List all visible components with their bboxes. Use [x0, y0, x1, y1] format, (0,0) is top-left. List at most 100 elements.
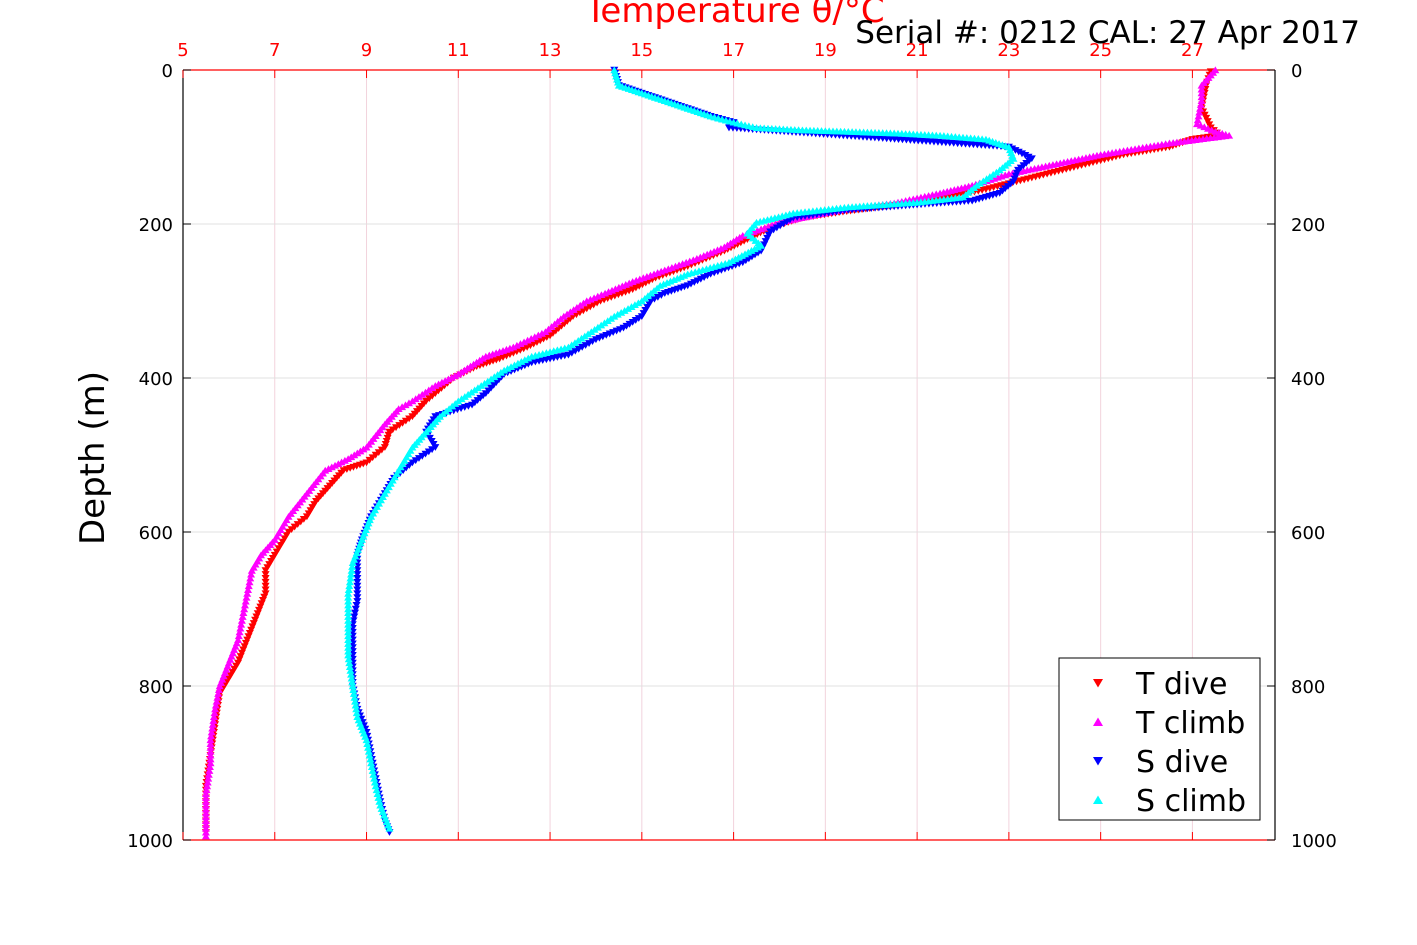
- data-point: [352, 601, 361, 609]
- data-point: [1197, 89, 1206, 97]
- data-point: [589, 301, 598, 309]
- y-tick-label-left: 800: [139, 677, 173, 698]
- data-point: [374, 794, 383, 801]
- data-point: [575, 309, 584, 317]
- data-point: [205, 767, 214, 774]
- data-point: [581, 342, 590, 349]
- data-point: [353, 586, 362, 594]
- data-points: [201, 66, 1234, 840]
- y-ticks: 0 0 200 200 400 400 600 600 800 800 1000 1000: [127, 61, 1337, 852]
- data-point: [344, 609, 353, 617]
- data-point: [369, 770, 378, 778]
- data-point: [782, 218, 791, 226]
- data-point: [364, 747, 373, 755]
- data-point: [653, 293, 662, 301]
- data-point: [785, 216, 794, 224]
- data-point: [208, 720, 217, 728]
- legend-marker: [1093, 795, 1103, 804]
- data-point: [345, 582, 354, 590]
- data-point: [348, 559, 357, 566]
- y-tick-label-right: 400: [1291, 369, 1325, 390]
- legend-marker: [1093, 679, 1103, 688]
- data-point: [1193, 116, 1202, 124]
- data-point: [261, 571, 270, 578]
- data-point: [201, 813, 210, 821]
- data-point: [657, 292, 666, 299]
- x-tick-label: 27: [1181, 40, 1204, 61]
- data-point: [353, 578, 362, 586]
- legend-box: [1058, 657, 1261, 821]
- data-point: [201, 801, 210, 809]
- data-point: [347, 566, 356, 574]
- data-point: [241, 597, 250, 605]
- data-point: [206, 747, 215, 755]
- x-tick-label: 11: [447, 40, 470, 61]
- data-point: [344, 643, 353, 651]
- data-point: [261, 578, 270, 586]
- data-point: [585, 340, 594, 347]
- data-point: [1194, 112, 1203, 120]
- data-point: [344, 655, 353, 663]
- data-point: [207, 732, 216, 740]
- data-point: [353, 571, 362, 578]
- data-point: [211, 705, 220, 713]
- data-point: [567, 349, 576, 357]
- x-tick-label: 19: [814, 40, 837, 61]
- data-point: [352, 705, 361, 713]
- data-point: [261, 575, 270, 582]
- data-point: [349, 690, 358, 697]
- data-point: [593, 299, 602, 307]
- data-point: [247, 570, 256, 578]
- data-point: [236, 624, 245, 632]
- data-point: [205, 763, 214, 771]
- data-point: [201, 805, 210, 813]
- data-point: [349, 686, 358, 694]
- data-point: [1197, 97, 1206, 104]
- data-point: [348, 682, 357, 690]
- data-point: [344, 620, 353, 628]
- data-point: [345, 659, 354, 667]
- legend-marker: [1093, 757, 1103, 766]
- data-point: [366, 755, 375, 763]
- data-point: [201, 832, 210, 840]
- data-point: [347, 570, 356, 578]
- data-point: [586, 303, 595, 311]
- data-point: [246, 574, 255, 582]
- series-t-climb: [201, 66, 1234, 840]
- data-point: [350, 613, 359, 621]
- data-point: [345, 578, 354, 586]
- data-point: [344, 651, 353, 659]
- chart-title: Temperature θ/°C: [584, 0, 884, 31]
- data-point: [245, 578, 254, 586]
- data-point: [206, 755, 215, 763]
- data-point: [213, 693, 222, 701]
- data-point: [350, 693, 359, 701]
- data-point: [203, 782, 212, 790]
- legend: T dive T climb S dive S climb: [1058, 657, 1261, 821]
- data-point: [261, 582, 270, 590]
- data-point: [201, 797, 210, 805]
- data-point: [203, 778, 212, 786]
- y-tick-label-right: 1000: [1291, 831, 1337, 852]
- legend-label: T dive: [1135, 667, 1227, 702]
- data-point: [244, 582, 253, 590]
- x-tick-label: 5: [177, 40, 188, 61]
- x-tick-label: 7: [269, 40, 280, 61]
- x-tick-label: 23: [997, 40, 1020, 61]
- data-point: [238, 613, 247, 620]
- data-point: [244, 586, 252, 593]
- data-point: [365, 751, 374, 759]
- data-point: [348, 563, 357, 570]
- y-tick-label-left: 1000: [127, 831, 173, 852]
- serial-annotation: Serial #: 0212 CAL: 27 Apr 2017: [855, 15, 1360, 51]
- data-point: [346, 667, 355, 674]
- x-tick-label: 17: [722, 40, 745, 61]
- data-point: [772, 224, 781, 232]
- data-point: [344, 597, 353, 605]
- data-point: [214, 686, 223, 694]
- y-tick-label-left: 0: [162, 61, 173, 82]
- data-point: [345, 663, 354, 670]
- x-tick-label: 25: [1089, 40, 1112, 61]
- data-point: [588, 338, 597, 346]
- data-point: [240, 605, 249, 613]
